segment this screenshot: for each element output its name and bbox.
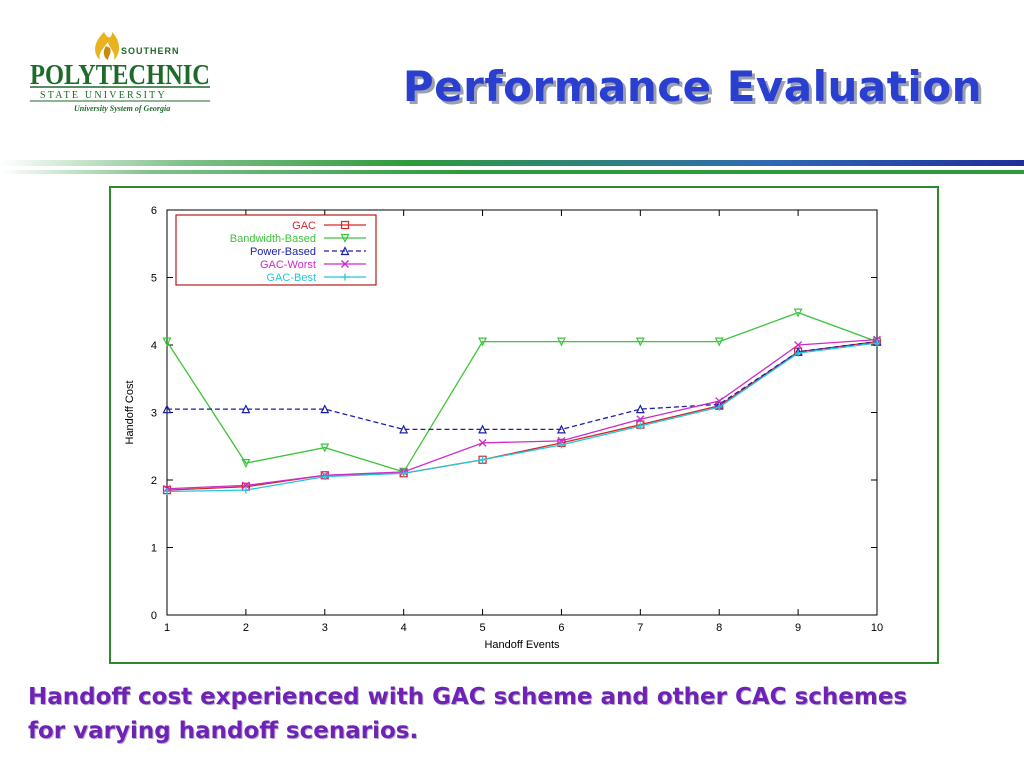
y-axis-label: Handoff Cost <box>124 380 136 444</box>
legend-marker-bandwidth-based <box>340 233 350 243</box>
legend-label-bandwidth-based: Bandwidth-Based <box>230 233 316 245</box>
y-tick-label: 1 <box>151 543 157 555</box>
x-tick-label: 1 <box>164 622 170 634</box>
legend-label-power-based: Power-Based <box>250 246 316 258</box>
flame-icon <box>95 32 120 60</box>
y-tick-label: 5 <box>151 273 157 285</box>
data-point-gac-best <box>479 456 487 464</box>
caption-line-1: Handoff cost experienced with GAC scheme… <box>28 684 908 710</box>
data-point-gac-best <box>715 403 723 411</box>
data-point-gac-best <box>873 339 881 347</box>
data-point-gac-best <box>321 473 329 481</box>
x-tick-label: 7 <box>637 622 643 634</box>
legend-label-gac-worst: GAC-Worst <box>260 259 316 271</box>
data-point-bandwidth-based <box>635 337 645 347</box>
series-line-bandwidth-based <box>166 311 878 473</box>
logo-graphic: SOUTHERN POLYTECHNIC STATE UNIVERSITY Un… <box>30 32 210 113</box>
x-tick-label: 3 <box>322 622 328 634</box>
data-point-gac-worst <box>478 438 487 447</box>
data-point-bandwidth-based <box>793 308 803 318</box>
data-point-gac-worst <box>557 436 566 445</box>
chart-frame: 0 1 2 3 4 5 6 1 2 3 4 5 6 7 8 9 10 Handoff Events Handoff … <box>109 186 939 664</box>
data-point-gac-worst <box>636 415 645 424</box>
series-line-gac-worst <box>166 338 878 490</box>
y-tick-label: 2 <box>151 475 157 487</box>
data-point-bandwidth-based <box>556 337 566 347</box>
data-point-bandwidth-based <box>241 459 251 468</box>
y-tick-label: 0 <box>151 610 157 622</box>
header-rule-top <box>0 160 1024 166</box>
data-point-power-based <box>399 424 409 434</box>
logo-university-system: University System of Georgia <box>74 104 170 113</box>
data-point-power-based <box>556 424 566 434</box>
legend-box <box>175 214 377 286</box>
data-point-gac-best <box>636 422 644 430</box>
x-tick-label: 5 <box>479 622 485 634</box>
data-point-power-based <box>241 404 251 414</box>
data-point-gac-best <box>400 469 408 477</box>
data-point-power-based <box>162 404 172 414</box>
legend-label-gac: GAC <box>292 220 316 232</box>
x-tick-label: 8 <box>716 622 722 634</box>
series-line-gac-best <box>166 342 878 493</box>
x-tick-label: 6 <box>558 622 564 634</box>
data-point-power-based <box>635 404 645 414</box>
legend-marker-gac-worst <box>341 260 349 268</box>
data-point-gac-worst <box>715 397 724 405</box>
legend-marker-gac <box>340 220 350 230</box>
legend-marker-power-based <box>340 246 350 256</box>
data-point-bandwidth-based <box>478 337 488 347</box>
data-point-power-based <box>320 404 330 414</box>
data-point-power-based <box>478 424 488 434</box>
legend-marker-gac-best <box>341 273 349 281</box>
data-point-gac-best <box>794 349 802 357</box>
slide-caption: Handoff cost experienced with GAC scheme… <box>28 680 1008 748</box>
x-tick-label: 10 <box>871 622 883 634</box>
data-point-bandwidth-based <box>162 337 172 347</box>
x-tick-label: 2 <box>243 622 249 634</box>
x-tick-label: 9 <box>795 622 801 634</box>
university-logo: SOUTHERN POLYTECHNIC STATE UNIVERSITY Un… <box>28 24 213 116</box>
y-tick-label: 6 <box>151 205 157 217</box>
caption-line-2: for varying handoff scenarios. <box>28 718 419 744</box>
logo-southern: SOUTHERN <box>121 46 180 56</box>
data-point-gac-best <box>242 486 250 494</box>
legend-label-gac-best: GAC-Best <box>266 272 316 284</box>
data-point-bandwidth-based <box>714 337 724 347</box>
data-point-bandwidth-based <box>320 443 330 453</box>
logo-polytechnic: POLYTECHNIC <box>30 59 210 91</box>
logo-state-university: STATE UNIVERSITY <box>40 90 167 101</box>
y-tick-label: 4 <box>151 340 157 352</box>
series-line-power-based <box>167 340 878 431</box>
y-tick-label: 3 <box>151 408 157 420</box>
header-rule-bottom <box>0 170 1024 174</box>
data-point-gac-worst <box>794 341 803 349</box>
data-point-gac-worst <box>241 481 250 490</box>
data-point-gac-best <box>557 441 565 449</box>
data-point-gac-best <box>163 487 171 495</box>
slide-title: Performance Evaluation <box>402 62 982 111</box>
x-axis-label: Handoff Events <box>484 639 560 651</box>
x-tick-label: 4 <box>401 622 407 634</box>
